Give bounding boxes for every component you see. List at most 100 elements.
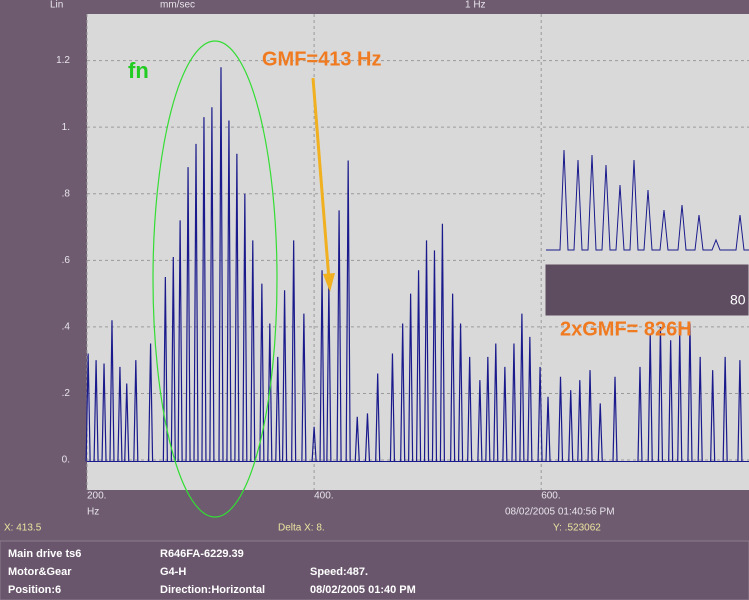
cursor-x: X: 413.5	[4, 523, 42, 534]
spectrum-peak	[467, 356, 473, 462]
spectrum-peak	[218, 67, 224, 462]
spectrum-peak	[450, 293, 456, 462]
spectrum-peak	[193, 143, 199, 462]
spectrum-peak	[117, 366, 123, 462]
units-label: mm/sec	[160, 0, 195, 11]
fn-label: fn	[128, 58, 149, 83]
spectrum-peak	[657, 326, 664, 462]
y-tick-label: .6	[62, 255, 71, 266]
info-text: Main drive ts6	[8, 548, 81, 560]
info-panel	[0, 540, 749, 600]
spectrum-peak	[336, 210, 342, 462]
spectrum-peak	[697, 356, 703, 462]
spectrum-peak	[511, 343, 517, 462]
spectrum-peak	[477, 380, 483, 462]
spectrum-peak	[267, 323, 273, 462]
spectrum-peak	[677, 333, 683, 462]
spectrum-peak	[545, 396, 551, 462]
spectrum-peak	[400, 323, 406, 462]
x-tick-label: 400.	[314, 491, 333, 502]
spectrum-peak	[185, 167, 191, 462]
y-tick-label: 0.	[62, 455, 70, 466]
spectrum-peak	[281, 290, 288, 462]
spectrum-peak	[209, 107, 215, 462]
spectrum-peak	[597, 403, 603, 462]
gmf-arrow	[311, 77, 331, 281]
spectrum-peak	[234, 153, 240, 462]
spectrum-peak	[637, 366, 643, 462]
scale-label: Lin	[50, 0, 63, 11]
spectrum-peak	[687, 323, 693, 462]
inset-label: 80	[730, 292, 746, 308]
spectrum-peak	[259, 283, 265, 462]
spectrum-peak	[587, 370, 593, 462]
spectrum-peak	[439, 223, 446, 462]
y-tick-label: .4	[62, 322, 71, 333]
gmf2-label: 2xGMF= 826H	[560, 318, 692, 340]
cursor-delta: Delta X: 8.	[278, 523, 325, 534]
info-text: Motor&Gear	[8, 566, 72, 578]
spectrum-peak	[319, 270, 325, 462]
spectrum-peak	[519, 313, 525, 462]
spectrum-peak	[147, 343, 154, 462]
spectrum-peak	[201, 117, 207, 462]
spectrum-peak	[177, 220, 183, 462]
resolution-label: 1 Hz	[465, 0, 486, 11]
spectrum-peak	[93, 360, 99, 462]
spectrum-peak	[557, 376, 564, 462]
spectrum-peak	[493, 343, 499, 462]
footer: Main drive ts6 R646FA-6229.39 Motor&Gear G4…	[8, 548, 416, 596]
info-text: Speed:487.	[310, 566, 368, 578]
spectrum-peak	[162, 276, 168, 462]
spectrum-peak	[737, 360, 743, 462]
y-tick-label: 1.	[62, 122, 70, 133]
spectrum-peak	[375, 373, 381, 462]
spectrum-peak	[612, 376, 618, 462]
spectrum-peak	[415, 270, 422, 462]
spectrum-peak	[389, 353, 396, 462]
plot	[85, 14, 749, 490]
spectrum-peak	[568, 390, 574, 462]
spectrum-peak	[722, 356, 728, 462]
x-axis-label: Hz	[87, 507, 99, 518]
y-tick-label: .2	[62, 388, 71, 399]
spectrum-peak	[170, 256, 176, 462]
spectrum-peak	[109, 320, 115, 462]
info-text: G4-H	[160, 566, 186, 578]
spectrum-peak	[485, 356, 491, 462]
spectrum-peak	[275, 356, 281, 462]
spectrum-peak	[537, 366, 543, 462]
timestamp: 08/02/2005 01:40:56 PM	[505, 507, 615, 518]
spectrum-peak	[364, 413, 371, 462]
spectrum-peak	[250, 240, 256, 462]
spectrum-peak	[291, 240, 297, 462]
gmf-arrowhead	[323, 273, 335, 292]
spectrum-peak	[311, 426, 317, 462]
spectrum-peak	[226, 120, 232, 462]
spectrum-peak	[85, 353, 91, 462]
spectrum-peak	[133, 360, 139, 462]
spectrum-peak	[101, 363, 107, 462]
spectrum-peak	[647, 333, 653, 462]
spectrum-peak	[457, 323, 464, 462]
inset-bar	[544, 263, 749, 317]
inset: 80	[544, 140, 749, 317]
spectrum-peak	[408, 293, 414, 462]
spectrum-peak	[710, 370, 716, 462]
spectrum-peak	[242, 193, 248, 462]
spectrum-peak	[502, 366, 508, 462]
fn-ellipse	[152, 40, 278, 518]
info-text: Direction:Horizontal	[160, 584, 265, 596]
inset-spectrum	[546, 149, 749, 251]
spectrum-peak	[423, 240, 430, 462]
x-tick-label: 600.	[541, 491, 560, 502]
spectrum-peak	[668, 340, 674, 462]
spectrum-peak	[431, 250, 438, 462]
y-tick-label: .8	[62, 188, 71, 199]
spectrum-peak	[345, 160, 351, 462]
gmf-label: GMF=413 Hz	[262, 48, 381, 70]
x-tick-label: 200.	[87, 491, 106, 502]
spectrum-peak	[527, 336, 533, 462]
spectrum-peak	[577, 380, 583, 462]
